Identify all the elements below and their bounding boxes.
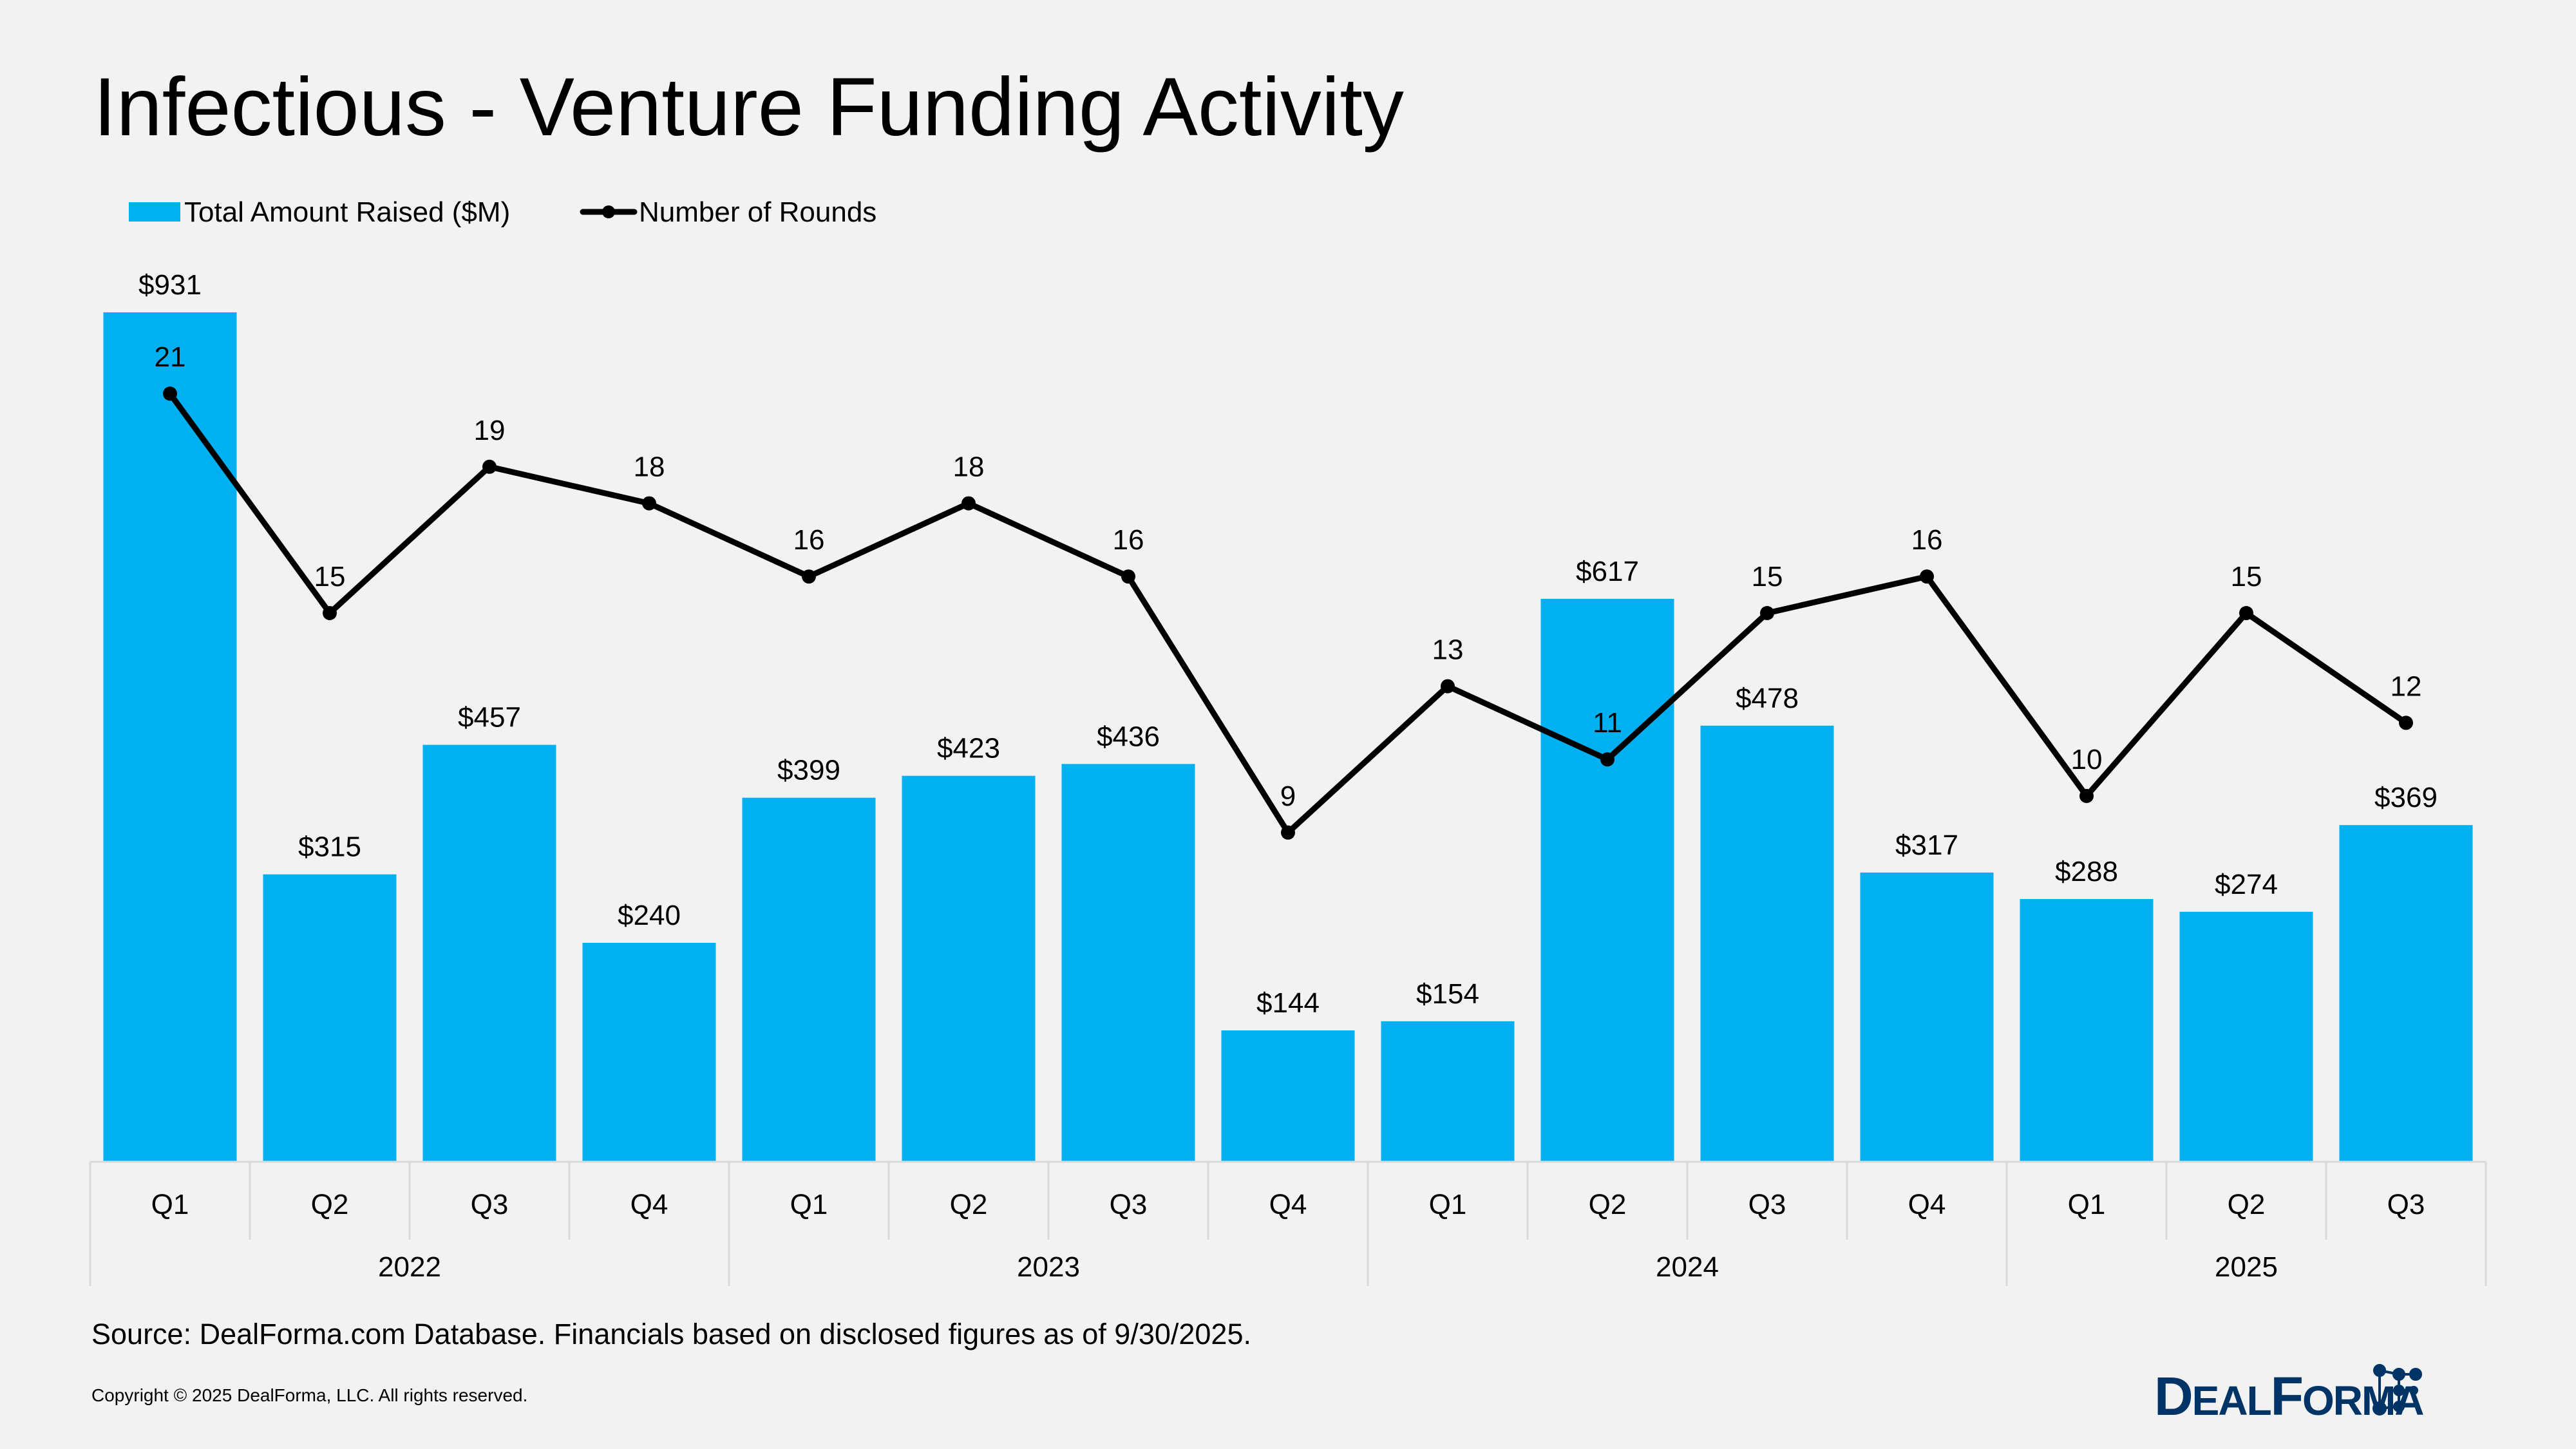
bar [582, 942, 716, 1162]
x-axis: Q1 Q2 Q3 Q4 Q1 Q2 Q3 Q4 Q1 Q2 Q3 Q4 Q1 Q2 Q3 2022 2023 20… [89, 1160, 2487, 1286]
bar-data-label: $436 [1097, 721, 1160, 752]
bar [422, 744, 556, 1162]
rounds-marker [642, 496, 656, 511]
rounds-marker [1121, 569, 1135, 584]
page-title: Infectious - Venture Funding Activity [93, 61, 1404, 153]
rounds-data-label: 19 [474, 415, 506, 446]
year-label: 2025 [2215, 1251, 2278, 1283]
bar [1540, 598, 1674, 1162]
x-tick-label: Q3 [1748, 1189, 1786, 1220]
rounds-marker [802, 569, 816, 584]
x-tick-label: Q2 [2228, 1189, 2266, 1220]
year-label: 2022 [378, 1251, 441, 1283]
x-tick-label: Q1 [1429, 1189, 1467, 1220]
bar [1860, 872, 1994, 1162]
rounds-line: 21 15 19 18 16 18 16 9 13 11 15 16 10 15 12 [155, 341, 2422, 840]
rounds-data-label: 15 [314, 561, 346, 592]
rounds-data-label: 10 [2071, 744, 2103, 775]
x-tick-label: Q1 [151, 1189, 189, 1220]
legend-line-label: Number of Rounds [639, 196, 876, 228]
rounds-data-label: 16 [1113, 524, 1144, 556]
bar-data-label: $478 [1736, 683, 1799, 714]
rounds-marker [163, 386, 177, 401]
bar-data-label: $154 [1416, 978, 1479, 1010]
rounds-data-label: 11 [1593, 707, 1622, 739]
copyright: Copyright © 2025 DealForma, LLC. All rig… [91, 1385, 527, 1405]
dealforma-logo: DEALFORMA [2154, 1364, 2425, 1426]
rounds-data-label: 12 [2391, 670, 2422, 702]
legend-bar-label: Total Amount Raised ($M) [184, 196, 510, 228]
bar-data-label: $399 [777, 755, 840, 786]
legend-bar-swatch [129, 202, 180, 222]
bar-data-label: $288 [2055, 856, 2118, 887]
rounds-data-label: 16 [1911, 524, 1943, 556]
legend-line-marker [602, 205, 615, 218]
bar [742, 797, 876, 1162]
rounds-data-label: 15 [2231, 561, 2262, 592]
bar [2339, 825, 2473, 1162]
rounds-marker [482, 459, 497, 474]
bar-data-label: $240 [618, 900, 681, 931]
rounds-marker [1920, 569, 1934, 584]
rounds-data-label: 9 [1280, 781, 1296, 812]
bar-data-label: $617 [1576, 556, 1639, 587]
x-tick-label: Q1 [2068, 1189, 2106, 1220]
rounds-marker [1281, 825, 1295, 840]
bar [1381, 1021, 1515, 1162]
bar-data-label: $144 [1256, 987, 1320, 1019]
source-note: Source: DealForma.com Database. Financia… [91, 1318, 1251, 1350]
x-tick-label: Q4 [1269, 1189, 1307, 1220]
x-tick-label: Q1 [790, 1189, 828, 1220]
bar [902, 775, 1036, 1162]
bar-data-label: $931 [138, 269, 202, 301]
bar-data-label: $274 [2215, 869, 2278, 900]
rounds-marker [2399, 715, 2413, 730]
legend: Total Amount Raised ($M) Number of Round… [129, 196, 876, 228]
bar [1700, 725, 1834, 1162]
rounds-data-label: 15 [1752, 561, 1783, 592]
bar [1221, 1030, 1355, 1162]
bar [1061, 764, 1195, 1162]
rounds-data-label: 13 [1432, 634, 1464, 666]
bars: $931 $315 $457 $240 $399 $423 $436 $144 $154 $617… [103, 269, 2473, 1162]
bar [2179, 911, 2313, 1162]
bar-data-label: $457 [458, 702, 521, 734]
year-label: 2023 [1017, 1251, 1080, 1283]
bar [263, 874, 397, 1162]
x-tick-label: Q3 [2387, 1189, 2425, 1220]
rounds-marker [323, 606, 337, 620]
x-tick-label: Q3 [471, 1189, 509, 1220]
bar-data-label: $423 [937, 733, 1000, 764]
rounds-marker [2239, 606, 2253, 620]
rounds-marker [1600, 752, 1615, 767]
bar-data-label: $317 [1895, 829, 1958, 861]
rounds-data-label: 21 [155, 341, 186, 373]
rounds-data-label: 18 [953, 451, 985, 483]
x-tick-label: Q2 [950, 1189, 988, 1220]
year-label: 2024 [1656, 1251, 1719, 1283]
rounds-marker [2079, 789, 2094, 803]
rounds-marker [1441, 679, 1455, 694]
x-tick-label: Q4 [1908, 1189, 1946, 1220]
rounds-marker [961, 496, 976, 511]
bar-data-label: $315 [298, 831, 361, 863]
rounds-data-label: 18 [634, 451, 665, 483]
rounds-data-label: 16 [793, 524, 825, 556]
x-tick-label: Q4 [630, 1189, 668, 1220]
bar [2020, 898, 2154, 1162]
rounds-marker [1760, 606, 1774, 620]
bar [103, 312, 237, 1162]
x-tick-label: Q2 [1589, 1189, 1627, 1220]
x-tick-label: Q2 [311, 1189, 349, 1220]
bar-data-label: $369 [2374, 782, 2438, 813]
x-tick-label: Q3 [1110, 1189, 1148, 1220]
